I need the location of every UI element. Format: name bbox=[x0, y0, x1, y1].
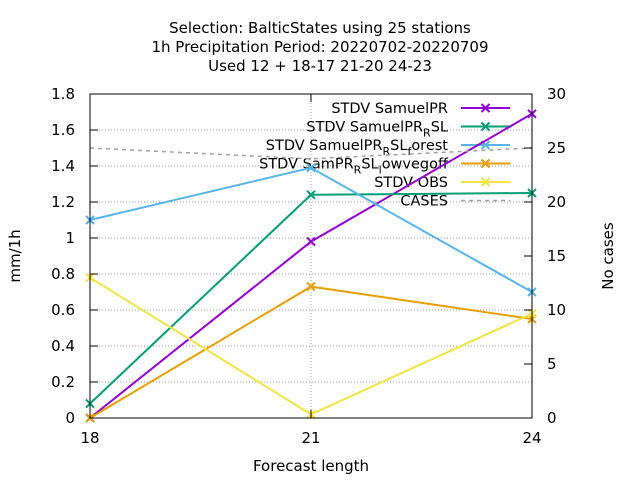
legend-marker bbox=[480, 103, 491, 113]
y-tick-label: 0.2 bbox=[51, 373, 75, 391]
legend-label-part: SL bbox=[390, 138, 407, 154]
y2-tick-label: 15 bbox=[547, 247, 566, 265]
y-tick-label: 0.6 bbox=[51, 301, 75, 319]
legend-label-part: orest bbox=[411, 138, 448, 154]
legend-label: CASES bbox=[400, 194, 448, 210]
chart-title-line: Used 12 + 18-17 21-20 24-23 bbox=[208, 57, 432, 75]
y2-tick-label: 5 bbox=[547, 355, 557, 373]
data-point bbox=[306, 190, 316, 200]
legend-marker bbox=[480, 158, 491, 169]
x-tick-label: 18 bbox=[80, 429, 99, 447]
series-line bbox=[89, 147, 533, 160]
legend-marker bbox=[480, 121, 491, 132]
x-tick-label: 24 bbox=[522, 429, 541, 447]
legend-label-subscript: R bbox=[423, 127, 431, 140]
legend-label-subscript: R bbox=[382, 145, 390, 158]
y-tick-label: 1.2 bbox=[51, 193, 75, 211]
y2-tick-label: 30 bbox=[547, 85, 566, 103]
y2-tick-label: 0 bbox=[547, 409, 557, 427]
y-axis-label: mm/1h bbox=[6, 229, 24, 282]
y-tick-label: 1 bbox=[65, 229, 75, 247]
legend-label-part: STDV SamuelPR bbox=[306, 120, 423, 136]
chart-title-line: Selection: BalticStates using 25 station… bbox=[169, 19, 471, 37]
legend-label-subscript: f bbox=[407, 145, 412, 158]
legend-label: STDV SamuelPR bbox=[331, 101, 448, 117]
legend-label-subscript: R bbox=[354, 164, 362, 177]
legend-marker bbox=[480, 140, 491, 150]
y2-tick-label: 25 bbox=[547, 139, 566, 157]
data-point bbox=[306, 163, 316, 173]
y2-axis-label: No cases bbox=[599, 222, 617, 290]
legend-label-part: SL bbox=[431, 120, 448, 136]
legend-label: STDV SamuelPRRSLforest bbox=[266, 138, 449, 158]
y-tick-label: 0.8 bbox=[51, 265, 75, 283]
legend-label-subscript: l bbox=[379, 164, 382, 177]
y2-tick-label: 10 bbox=[547, 301, 566, 319]
y-tick-label: 0.4 bbox=[51, 337, 75, 355]
legend-label-part: owvegoff bbox=[382, 157, 449, 173]
y-tick-label: 1.6 bbox=[51, 121, 75, 139]
legend-marker bbox=[480, 177, 491, 187]
x-tick-label: 21 bbox=[301, 429, 320, 447]
axis-ticks: 0 0.2 0.4 0.6 0.8 1 1.2 1.4 1.6 1.8 0 5 10 15 20 25 30 18… bbox=[51, 85, 566, 447]
chart-title-line: 1h Precipitation Period: 20220702-202207… bbox=[151, 38, 488, 56]
y2-tick-label: 20 bbox=[547, 193, 566, 211]
data-point bbox=[306, 281, 316, 292]
y-tick-label: 1.4 bbox=[51, 157, 75, 175]
chart-title: Selection: BalticStates using 25 station… bbox=[151, 19, 488, 75]
plot-series bbox=[85, 109, 537, 423]
data-point bbox=[306, 236, 316, 247]
legend-label-part: SL bbox=[361, 157, 378, 173]
legend-label-part: STDV SamuelPR bbox=[266, 138, 383, 154]
y-tick-label: 1.8 bbox=[51, 85, 75, 103]
legend-label: STDV SamuelPRRSL bbox=[306, 120, 448, 140]
y-tick-label: 0 bbox=[65, 409, 75, 427]
x-axis-label: Forecast length bbox=[253, 457, 369, 475]
grid-lines bbox=[90, 94, 532, 418]
